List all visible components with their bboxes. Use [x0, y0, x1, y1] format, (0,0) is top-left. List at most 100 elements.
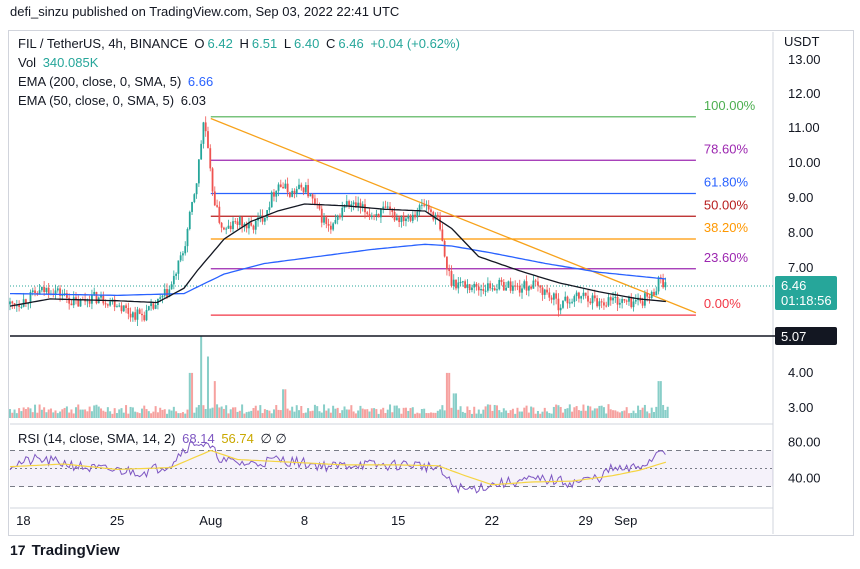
volume-bar [521, 411, 524, 418]
volume-bar [168, 409, 171, 418]
volume-bar [27, 407, 30, 418]
volume-bar [40, 409, 43, 418]
candle-body [72, 297, 75, 306]
volume-bar [470, 413, 473, 418]
candle-body [318, 204, 321, 209]
candle-body [436, 214, 439, 218]
volume-bar [54, 410, 57, 418]
candle-body [502, 282, 505, 291]
candle-body [236, 221, 239, 225]
candle-body [543, 289, 546, 295]
vol-label: Vol [18, 55, 37, 70]
candle-body [166, 289, 168, 298]
candle-body [393, 211, 396, 221]
candle-body [389, 206, 391, 210]
volume-bar [491, 410, 494, 418]
rsi-pane [9, 440, 773, 494]
change-value: +0.04 (+0.62%) [370, 36, 460, 51]
candle-body [136, 309, 139, 320]
volume-bar [263, 409, 266, 418]
candle-body [584, 292, 587, 296]
candle-body [197, 159, 200, 184]
current-price-badge [775, 276, 837, 310]
volume-bar [59, 411, 62, 418]
volume-bar [31, 412, 34, 418]
volume-bar [386, 409, 389, 418]
candle-body [159, 297, 162, 299]
candle-body [325, 217, 328, 225]
volume-bar [609, 409, 612, 418]
candle-body [248, 222, 250, 229]
candle-body [336, 215, 339, 221]
candle-body [216, 205, 218, 207]
open-value: 6.42 [207, 36, 233, 51]
volume-bar [596, 408, 599, 418]
volume-bar [145, 409, 148, 418]
volume-bar [304, 412, 307, 418]
candle-body [323, 217, 325, 223]
candle-body [20, 306, 23, 308]
candle-body [168, 289, 171, 298]
candle-body [339, 215, 341, 218]
rsi-tick-label: 80.00 [788, 435, 821, 450]
candle-body [261, 215, 264, 222]
candle-body [25, 299, 27, 304]
candle-body [34, 290, 36, 293]
candle-body [238, 217, 241, 225]
volume-bar [293, 411, 296, 418]
fib-level-label: 78.60% [704, 141, 749, 156]
candle-body [59, 288, 61, 296]
candle-body [498, 279, 501, 290]
candle-body [179, 255, 182, 261]
candle-body [311, 194, 314, 199]
candle-body [623, 299, 626, 301]
candle-body [184, 246, 187, 254]
candle-body [552, 293, 555, 300]
candle-body [65, 293, 68, 298]
volume-bar [22, 407, 25, 418]
candle-body [263, 218, 266, 222]
candle-body [314, 198, 316, 204]
candle-body [122, 305, 125, 312]
candle-body [100, 295, 102, 298]
volume-bar [354, 413, 357, 418]
volume-bar [500, 412, 503, 418]
candle-body [405, 218, 407, 222]
candle-body [525, 281, 528, 291]
candle-body [259, 215, 262, 218]
volume-bar [88, 406, 91, 418]
candle-body [416, 211, 419, 218]
volume-bar [400, 413, 403, 418]
candle-body [386, 206, 389, 208]
candle-body [443, 240, 446, 257]
volume-bar [291, 406, 294, 418]
volume-bar [334, 408, 337, 418]
candle-body [657, 277, 660, 292]
candle-body [116, 306, 118, 308]
candle-body [200, 143, 203, 160]
volume-bar [11, 412, 14, 418]
volume-bar [272, 409, 275, 418]
candle-body [548, 292, 551, 298]
candle-body [286, 183, 289, 193]
rsi-legend: RSI (14, close, SMA, 14, 2) 68.14 56.74 … [18, 431, 290, 447]
open-label: O [194, 36, 205, 51]
volume-bar [18, 408, 21, 418]
candle-body [459, 281, 462, 283]
volume-bar [341, 410, 344, 418]
candle-body [131, 312, 134, 318]
y-tick-label: 9.00 [788, 190, 813, 205]
volume-bars [9, 336, 669, 418]
candle-body [354, 202, 357, 208]
candle-body [302, 187, 305, 193]
volume-bar [329, 412, 332, 418]
volume-bar [254, 405, 257, 418]
candle-body [409, 216, 412, 221]
candle-body [489, 283, 492, 289]
volume-bar [34, 404, 37, 418]
candle-body [518, 285, 521, 293]
candle-body [357, 202, 360, 208]
volume-bar [140, 408, 143, 418]
volume-bar [43, 407, 46, 418]
